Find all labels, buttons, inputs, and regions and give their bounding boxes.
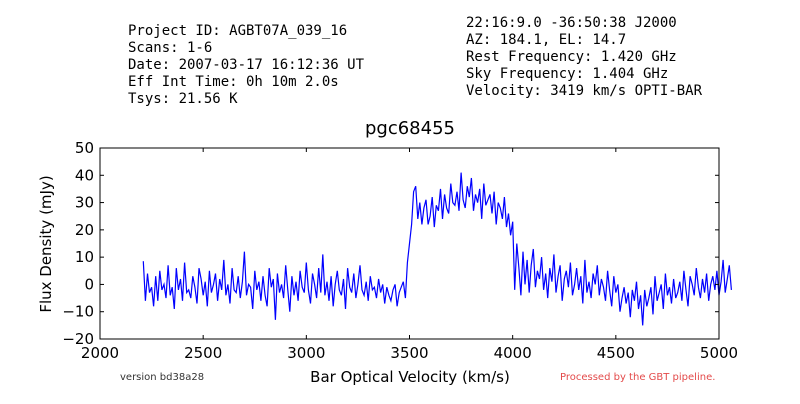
processed-label: Processed by the GBT pipeline. <box>560 372 715 383</box>
header-right-line: 22:16:9.0 -36:50:38 J2000 <box>466 15 677 31</box>
header-right-line: Sky Frequency: 1.404 GHz <box>466 66 668 82</box>
y-tick-label: 30 <box>75 194 94 212</box>
y-tick-label: 10 <box>75 248 94 266</box>
spectrum-line <box>142 172 732 326</box>
header-left-line: Date: 2007-03-17 16:12:36 UT <box>128 57 365 73</box>
x-tick-label: 2500 <box>184 344 222 362</box>
y-tick-label: 50 <box>75 139 94 157</box>
y-tick-label: 0 <box>84 275 94 293</box>
version-label: version bd38a28 <box>120 372 204 383</box>
header-right: 22:16:9.0 -36:50:38 J2000 AZ: 184.1, EL:… <box>466 15 703 99</box>
header-right-line: Rest Frequency: 1.420 GHz <box>466 49 677 65</box>
header-left-line: Eff Int Time: 0h 10m 2.0s <box>128 74 339 90</box>
header-right-line: Velocity: 3419 km/s OPTI-BAR <box>466 83 703 99</box>
y-tick-label: −10 <box>62 303 94 321</box>
header-left-line: Tsys: 21.56 K <box>128 91 238 107</box>
x-tick-label: 2000 <box>81 344 119 362</box>
header-left: Project ID: AGBT07A_039_16 Scans: 1-6 Da… <box>128 23 365 107</box>
x-tick-label: 5000 <box>700 344 738 362</box>
x-tick-label: 4500 <box>597 344 635 362</box>
y-tick-label: 20 <box>75 221 94 239</box>
plot-area: 2000 2500 3000 3500 4000 4500 5000 −20 −10 0 10 20 3… <box>62 139 738 362</box>
y-tick-label: 40 <box>75 166 94 184</box>
header-left-line: Project ID: AGBT07A_039_16 <box>128 23 347 39</box>
header-right-line: AZ: 184.1, EL: 14.7 <box>466 32 626 48</box>
chart-title: pgc68455 <box>365 118 455 139</box>
x-tick-label: 4000 <box>494 344 532 362</box>
y-axis-label: Flux Density (mJy) <box>37 175 55 312</box>
x-tick-label: 3500 <box>390 344 428 362</box>
header-left-line: Scans: 1-6 <box>128 40 212 56</box>
y-tick-label: −20 <box>62 330 94 348</box>
x-axis-label: Bar Optical Velocity (km/s) <box>310 368 510 386</box>
x-tick-label: 3000 <box>287 344 325 362</box>
